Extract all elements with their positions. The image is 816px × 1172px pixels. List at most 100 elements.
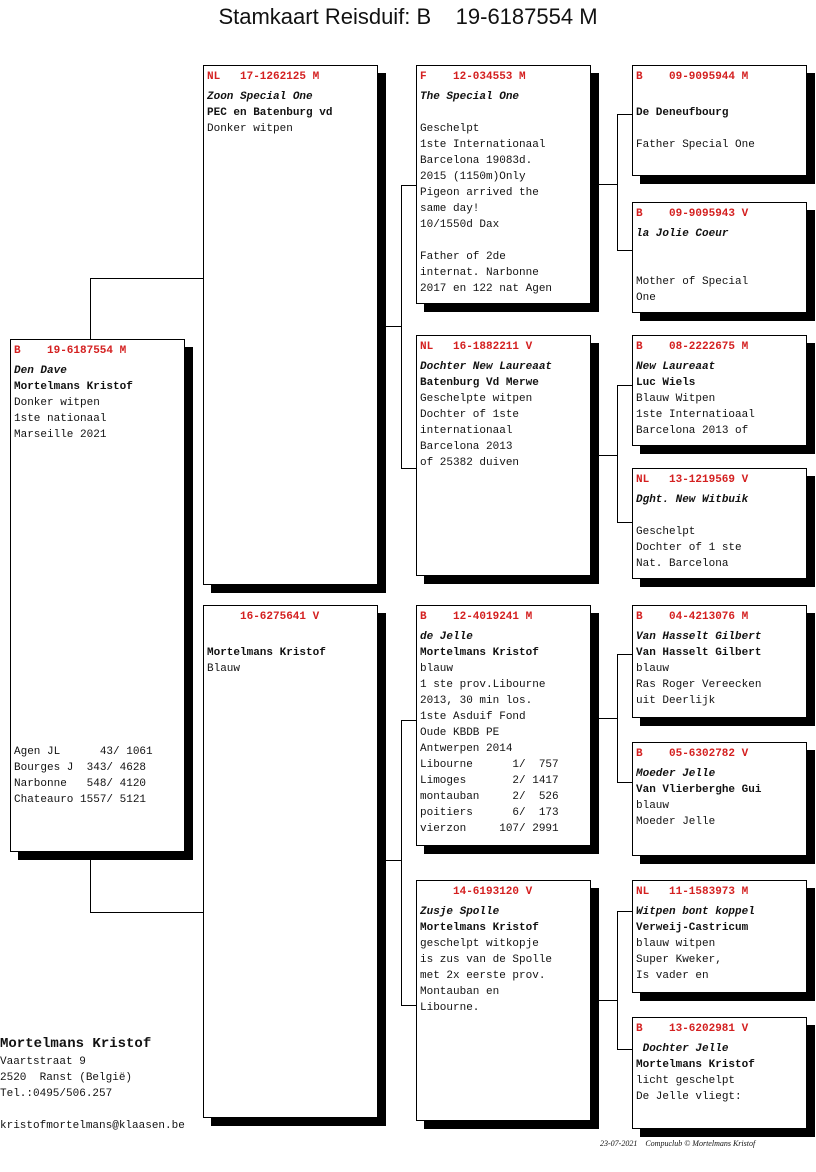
- card-line: geschelpt witkopje: [420, 938, 539, 950]
- card-line: Blauw: [207, 663, 241, 675]
- card-line: internationaal: [420, 425, 513, 437]
- card-line: Is vader en: [636, 970, 709, 982]
- pigeon-card[interactable]: B 04-4213076 M Van Hasselt Gilbert Van Hass…: [632, 605, 807, 718]
- owner-email[interactable]: kristofmortelmans@klaasen.be: [0, 1120, 185, 1132]
- result-line: Agen JL 43/ 1061: [14, 746, 153, 758]
- connector-line: [401, 720, 402, 1005]
- card-line: uit Deerlijk: [636, 695, 716, 707]
- card-line: [420, 233, 590, 249]
- card-line: Mother of Special: [636, 276, 749, 288]
- sex: V: [525, 341, 533, 353]
- ring-header: 16-6275641 V: [207, 609, 377, 625]
- country-code: B: [14, 345, 21, 357]
- connector-line: [597, 1000, 617, 1001]
- connector-line: [401, 720, 416, 721]
- card-line: Limoges 2/ 1417: [420, 775, 559, 787]
- pigeon-card[interactable]: NL 11-1583973 M Witpen bont koppel Verweij-…: [632, 880, 807, 993]
- card-line: [636, 89, 806, 105]
- connector-line: [386, 326, 401, 327]
- card-line: 1ste nationaal: [14, 413, 107, 425]
- card-line: Montauban en: [420, 986, 500, 998]
- sex: V: [525, 886, 533, 898]
- card-line: 1ste Internationaal: [420, 139, 546, 151]
- card-line: Mortelmans Kristof: [420, 922, 539, 934]
- card-line: Dochter of 1ste: [420, 409, 520, 421]
- connector-line: [617, 250, 632, 251]
- sex: V: [741, 208, 749, 220]
- connector-line: [401, 185, 402, 468]
- connector-line: [617, 522, 632, 523]
- sex: M: [525, 611, 533, 623]
- country-code: F: [420, 71, 427, 83]
- card-line: Van Hasselt Gilbert: [636, 631, 762, 643]
- print-date: 23-07-2021: [600, 1139, 638, 1148]
- sex: V: [741, 748, 749, 760]
- country-code: B: [636, 208, 643, 220]
- pigeon-card[interactable]: NL 17-1262125 M Zoon Special One PEC en Bat…: [203, 65, 378, 585]
- card-line: Verweij-Castricum: [636, 922, 749, 934]
- pigeon-card[interactable]: B 13-6202981 V Dochter Jelle Mortelmans Kr…: [632, 1017, 807, 1129]
- card-line: Mortelmans Kristof: [636, 1059, 755, 1071]
- card-line: Mortelmans Kristof: [14, 381, 133, 393]
- country-code: B: [636, 341, 643, 353]
- card-line: Antwerpen 2014: [420, 743, 513, 755]
- country-code: NL: [636, 886, 650, 898]
- ring-header: B 13-6202981 V: [636, 1021, 806, 1037]
- connector-line: [597, 718, 617, 719]
- card-line: One: [636, 292, 656, 304]
- pigeon-card[interactable]: B 08-2222675 M New Laureaat Luc Wiels Blauw …: [632, 335, 807, 446]
- pigeon-card[interactable]: 14-6193120 V Zusje Spolle Mortelmans Krist…: [416, 880, 591, 1121]
- card-line: Barcelona 19083d.: [420, 155, 533, 167]
- card-line: Libourne 1/ 757: [420, 759, 559, 771]
- ring-number: 09-9095943: [669, 208, 736, 220]
- ring-header: NL 17-1262125 M: [207, 69, 377, 85]
- card-line: 1 ste prov.Libourne: [420, 679, 546, 691]
- card-line: Witpen bont koppel: [636, 906, 755, 918]
- ring-header: NL 13-1219569 V: [636, 472, 806, 488]
- ring-header: B 04-4213076 M: [636, 609, 806, 625]
- card-line: Luc Wiels: [636, 377, 696, 389]
- ring-number: 11-1583973: [669, 886, 736, 898]
- pigeon-card[interactable]: NL 16-1882211 V Dochter New Laureaat Batenb…: [416, 335, 591, 576]
- card-line: De Deneufbourg: [636, 107, 729, 119]
- card-line: Donker witpen: [14, 397, 100, 409]
- connector-line: [617, 911, 618, 1049]
- card-line: [636, 121, 806, 137]
- card-line: New Laureaat: [636, 361, 716, 373]
- owner-block: Mortelmans Kristof Vaartstraat 9 2520 Ra…: [0, 1034, 185, 1134]
- card-line: Geschelpt: [636, 526, 696, 538]
- card-line: [420, 105, 590, 121]
- pigeon-card[interactable]: NL 13-1219569 V Dght. New Witbuik Geschelpt…: [632, 468, 807, 579]
- card-line: licht geschelpt: [636, 1075, 736, 1087]
- card-line: Geschelpte witpen: [420, 393, 533, 405]
- result-line: Narbonne 548/ 4120: [14, 778, 147, 790]
- card-line: PEC en Batenburg vd: [207, 107, 333, 119]
- pigeon-card[interactable]: B 09-9095944 M De Deneufbourg Father Specia…: [632, 65, 807, 176]
- card-line: Father Special One: [636, 139, 755, 151]
- sex: M: [519, 71, 526, 83]
- card-line: Donker witpen: [207, 123, 293, 135]
- pigeon-card[interactable]: F 12-034553 M The Special One Geschelpt 1ste…: [416, 65, 591, 304]
- ring-number: 16-6275641: [240, 611, 307, 623]
- sex: M: [741, 341, 749, 353]
- pigeon-card[interactable]: 16-6275641 V Mortelmans Kristof Blauw: [203, 605, 378, 1118]
- pigeon-card[interactable]: B 19-6187554 M Den Dave Mortelmans Kristof D…: [10, 339, 185, 852]
- card-line: poitiers 6/ 173: [420, 807, 559, 819]
- ring-header: B 08-2222675 M: [636, 339, 806, 355]
- card-line: met 2x eerste prov.: [420, 970, 546, 982]
- pigeon-card[interactable]: B 05-6302782 V Moeder Jelle Van Vlierberghe…: [632, 742, 807, 856]
- ring-number: 12-034553: [453, 71, 513, 83]
- card-line: blauw witpen: [636, 938, 716, 950]
- card-line: Pigeon arrived the: [420, 187, 539, 199]
- card-line: blauw: [420, 663, 454, 675]
- owner-name: Mortelmans Kristof: [0, 1036, 152, 1052]
- card-line: same day!: [420, 203, 480, 215]
- ring-number: 04-4213076: [669, 611, 736, 623]
- card-line: Dochter of 1 ste: [636, 542, 742, 554]
- page-title: Stamkaart Reisduif: B 19-6187554 M: [218, 4, 598, 29]
- card-line: Marseille 2021: [14, 429, 107, 441]
- connector-line: [90, 912, 203, 913]
- sex: M: [741, 71, 749, 83]
